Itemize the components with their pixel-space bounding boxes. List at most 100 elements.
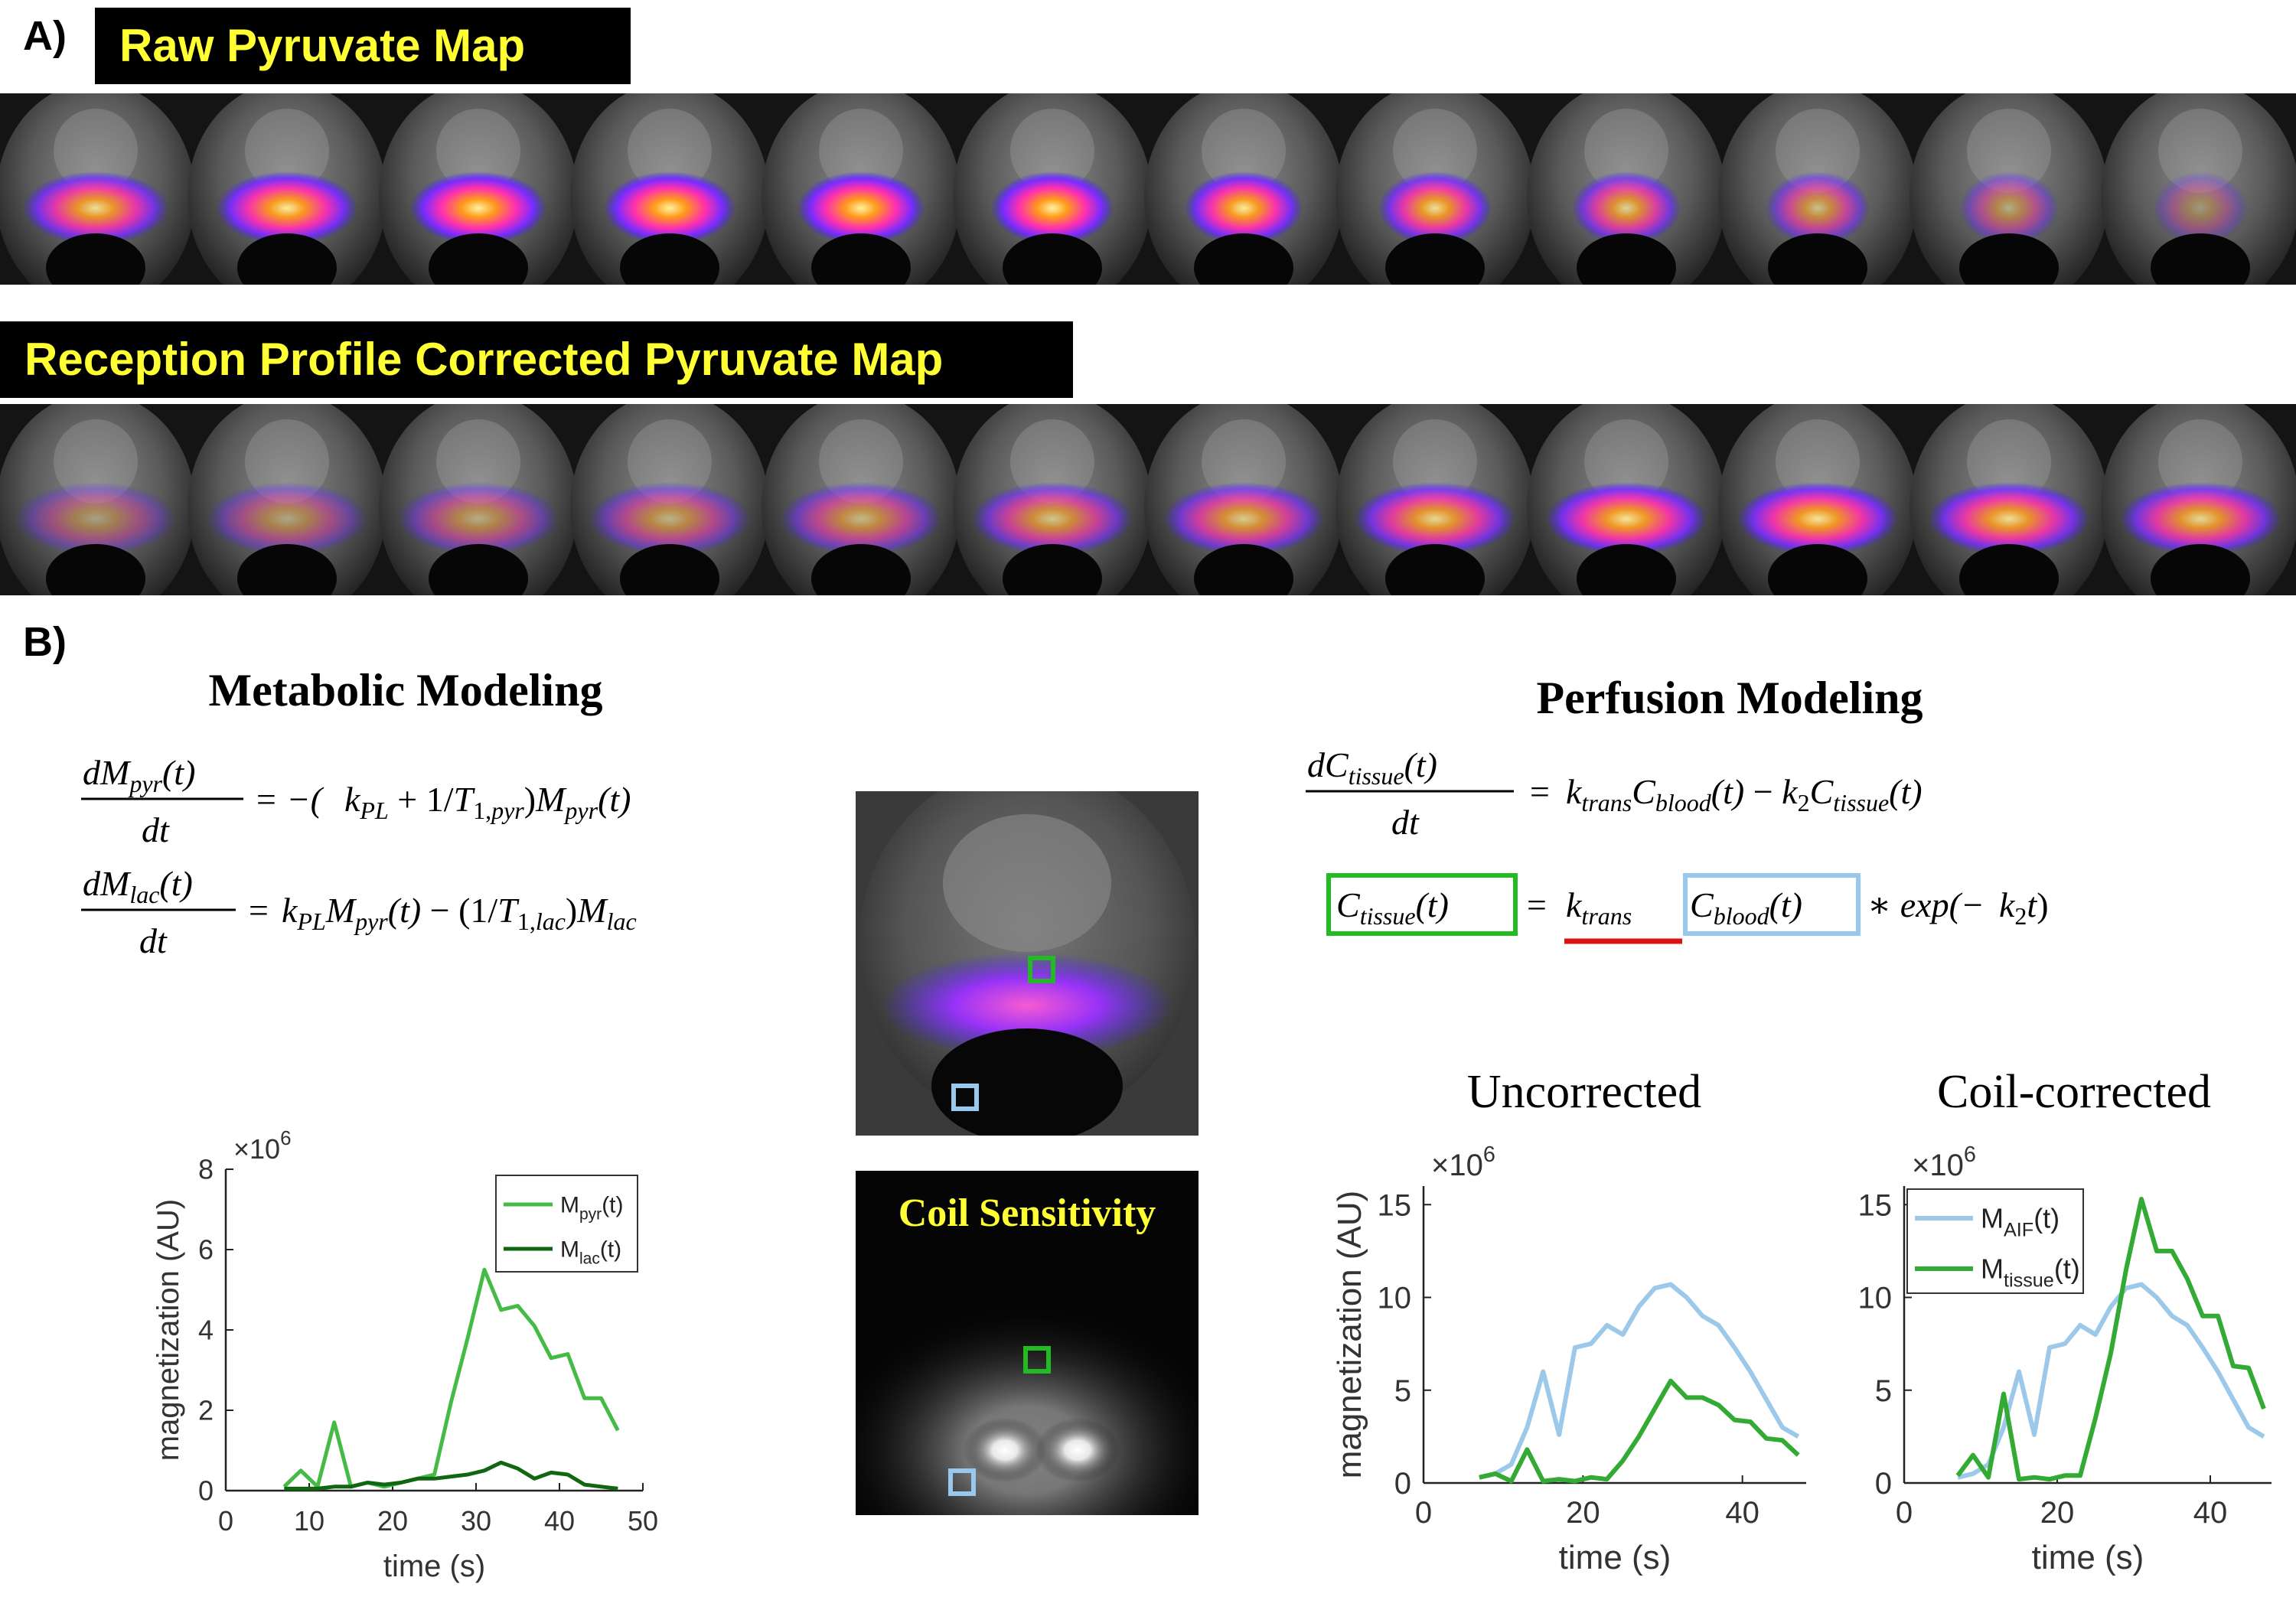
mri-slice: [1910, 93, 2108, 285]
svg-text:=: =: [1528, 772, 1551, 811]
legend-box: [495, 1175, 638, 1273]
tissue-green-box: [1326, 873, 1518, 936]
svg-text:kPLMpyr(t) − (1/T1,lac)Mlac: kPLMpyr(t) − (1/T1,lac)Mlac: [282, 891, 637, 935]
mri-slice: [762, 404, 960, 595]
blood-blue-box: [1683, 873, 1861, 936]
mri-slice: [1718, 93, 1917, 285]
x-axis-label: time (s): [383, 1550, 485, 1583]
aif-roi-box: [951, 1084, 979, 1111]
uncorrected-title: Uncorrected: [1466, 1066, 1702, 1118]
mri-slice: [1910, 404, 2108, 595]
svg-text:dt: dt: [1391, 803, 1420, 842]
series-line-pyr: [282, 1267, 620, 1489]
uncorrected-chart: 0 20 40 0 5 10 15 ×106 time (s) magnetization (AU…: [1331, 1142, 1806, 1576]
coil-sensitivity-svg: [856, 1171, 1199, 1515]
mri-slice: [1336, 404, 1534, 595]
x-tick-label: 40: [1725, 1496, 1760, 1530]
pyruvate-ode: dMpyr(t) dt = −( kPL + 1/T1,pyr)Mpyr(t): [81, 753, 631, 849]
coilcorrected-title: Coil-corrected: [1936, 1066, 2212, 1118]
mri-slice: [188, 93, 386, 285]
tissue-roi-box: [1028, 956, 1055, 983]
metabolic-equations: dMpyr(t) dt = −( kPL + 1/T1,pyr)Mpyr(t) …: [81, 753, 637, 960]
mri-slice: [1527, 404, 1726, 595]
series-line-tissue: [1955, 1197, 2266, 1482]
series-line-AIF: [1957, 1282, 2265, 1480]
y-tick-label: 6: [198, 1234, 214, 1266]
x-tick-label: 0: [218, 1505, 233, 1537]
mri-slice: [570, 93, 769, 285]
svg-text:dMlac(t): dMlac(t): [83, 864, 193, 908]
mri-slice: [1144, 93, 1343, 285]
mri-slice: [0, 404, 195, 595]
legend-entry: Mlac(t): [560, 1237, 621, 1268]
x-tick-label: 0: [1896, 1496, 1913, 1530]
mri-slice: [1144, 404, 1343, 595]
raw-pyruvate-strip: [0, 93, 2296, 285]
y-tick-label: 5: [1394, 1374, 1411, 1408]
y-tick-label: 0: [1875, 1467, 1892, 1501]
svg-text:Ctissue(t): Ctissue(t): [1336, 885, 1449, 930]
y-axis-label: magnetization (AU): [153, 1199, 185, 1461]
mri-slice: [762, 93, 960, 285]
raw-map-title: Raw Pyruvate Map: [95, 8, 631, 84]
y-tick-label: 15: [1378, 1188, 1412, 1222]
svg-text:dt: dt: [139, 921, 168, 960]
lactate-ode: dMlac(t) dt = kPLMpyr(t) − (1/T1,lac)Mla…: [81, 864, 637, 960]
corrected-pyruvate-image: [0, 404, 2296, 595]
y-tick-label: 2: [198, 1395, 214, 1426]
corrected-pyruvate-strip: [0, 404, 2296, 595]
mri-slice: [2101, 93, 2296, 285]
x-axis-label: time (s): [1559, 1539, 1671, 1576]
x-tick-label: 20: [2040, 1496, 2075, 1530]
y-tick-label: 0: [198, 1475, 214, 1507]
svg-text:dt: dt: [142, 810, 170, 849]
y-exponent-label: ×106: [1912, 1142, 1976, 1182]
x-tick-label: 20: [1566, 1496, 1600, 1530]
svg-text:Cblood(t): Cblood(t): [1690, 885, 1802, 930]
corrected-map-title: Reception Profile Corrected Pyruvate Map: [0, 321, 1073, 398]
y-tick-label: 4: [198, 1315, 214, 1346]
svg-text:kPL + 1/T1,pyr)Mpyr(t): kPL + 1/T1,pyr)Mpyr(t): [344, 780, 631, 824]
metabolic-chart: 0 10 20 30 40 50 0 2 4 6 8 ×106 time (s) magnetizatio…: [153, 1128, 658, 1583]
series-line-lac: [284, 1460, 618, 1491]
mri-slice: [1718, 404, 1917, 595]
svg-text:ktrans: ktrans: [1566, 885, 1632, 930]
mri-slice: [188, 404, 386, 595]
mri-slice: [953, 93, 1152, 285]
panel-a-label: A): [23, 13, 67, 59]
perfusion-modeling-title: Perfusion Modeling: [1536, 673, 1923, 723]
svg-text:k2t): k2t): [1999, 885, 2049, 930]
series-line-tissue: [1479, 1378, 1800, 1484]
mri-slice: [953, 404, 1152, 595]
mri-slice: [570, 404, 769, 595]
y-exponent-label: ×106: [1431, 1142, 1495, 1182]
coil-sensitivity-image: Coil Sensitivity: [856, 1171, 1199, 1515]
mri-slice: [0, 93, 195, 285]
x-axis-label: time (s): [2032, 1539, 2144, 1576]
panel-b-label: B): [23, 619, 67, 665]
y-tick-label: 5: [1875, 1374, 1892, 1408]
x-tick-label: 20: [377, 1505, 408, 1537]
svg-text:dCtissue(t): dCtissue(t): [1307, 745, 1437, 790]
x-tick-label: 0: [1415, 1496, 1432, 1530]
coilcorrected-chart: 0 20 40 0 5 10 15 ×106 time (s) MAIF(t) Mtissue(t): [1858, 1142, 2272, 1576]
mri-slice: [2101, 404, 2296, 595]
y-tick-label: 15: [1858, 1188, 1893, 1222]
legend-entry: MAIF(t): [1981, 1203, 2060, 1241]
svg-text:∗ exp(−: ∗ exp(−: [1867, 885, 1985, 924]
y-exponent-label: ×106: [233, 1128, 292, 1165]
legend-entry: Mtissue(t): [1981, 1253, 2080, 1292]
tissue-ode: dCtissue(t) dt = ktransCblood(t) − k2Cti…: [1306, 745, 1923, 842]
raw-pyruvate-image: [0, 93, 2296, 285]
mri-slice: [1336, 93, 1534, 285]
svg-text:=: =: [246, 891, 270, 930]
svg-text:dMpyr(t): dMpyr(t): [83, 753, 195, 797]
x-tick-label: 40: [544, 1505, 575, 1537]
roi-inset-svg: [856, 791, 1199, 1136]
x-tick-label: 50: [628, 1505, 658, 1537]
coil-aif-roi-box: [948, 1468, 976, 1496]
tissue-convolution: Ctissue(t) = ktrans Cblood(t) ∗ exp(− k2…: [1326, 873, 2049, 944]
legend-box: [1906, 1188, 2084, 1294]
coil-tissue-roi-box: [1023, 1346, 1051, 1374]
